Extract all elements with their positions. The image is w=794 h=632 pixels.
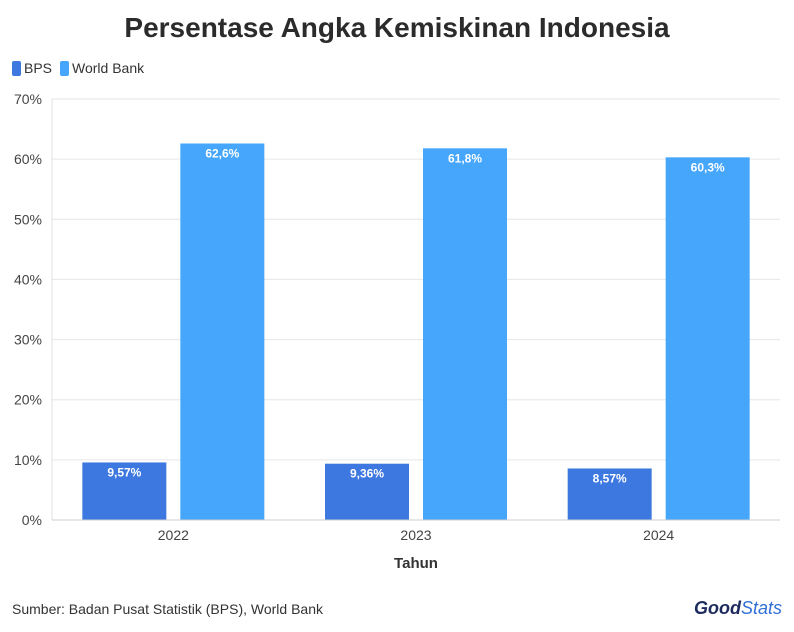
legend-item-world-bank[interactable]: World Bank (60, 60, 144, 76)
bar-bps-2024 (567, 468, 652, 520)
chart-title: Persentase Angka Kemiskinan Indonesia (124, 12, 670, 43)
data-label: 62,6% (205, 147, 239, 161)
legend-label-bps: BPS (24, 60, 53, 76)
legend: BPS World Bank (12, 60, 144, 76)
y-tick-label: 0% (22, 512, 42, 528)
bar-bps-2023 (325, 463, 409, 520)
bar-bps-2022 (82, 462, 167, 520)
logo-good: Good (693, 598, 741, 618)
y-tick-label: 30% (14, 332, 42, 348)
x-tick-label: 2023 (400, 527, 431, 543)
data-label: 9,57% (107, 465, 141, 479)
legend-swatch-world-bank (60, 60, 70, 76)
legend-label-world-bank: World Bank (72, 60, 145, 76)
y-tick-label: 60% (14, 151, 42, 167)
x-tick-label: 2024 (643, 527, 674, 543)
data-label: 8,57% (593, 471, 627, 485)
y-tick-label: 10% (14, 452, 42, 468)
x-axis-title: Tahun (394, 555, 438, 572)
bar-world-bank-2022 (180, 143, 265, 520)
bar-world-bank-2023 (423, 148, 507, 520)
data-label: 61,8% (448, 151, 482, 165)
goodstats-logo: GoodStats (694, 598, 782, 619)
legend-item-bps[interactable]: BPS (12, 60, 52, 76)
logo-stats: Stats (740, 598, 782, 618)
bar-world-bank-2024 (665, 157, 750, 521)
y-tick-label: 50% (14, 211, 42, 227)
legend-swatch-bps (12, 60, 21, 76)
y-tick-label: 20% (14, 392, 42, 408)
data-label: 60,3% (691, 160, 725, 174)
source-note: Sumber: Badan Pusat Statistik (BPS), Wor… (12, 601, 323, 617)
data-label: 9,36% (350, 467, 384, 481)
y-tick-label: 70% (14, 91, 42, 107)
bar-chart: 0% 10% 20% 30% 40% 50% 60% 70% 9,57% 62,6% 2022 9,3… (14, 91, 780, 572)
y-tick-label: 40% (14, 271, 42, 287)
x-tick-label: 2022 (158, 527, 189, 543)
